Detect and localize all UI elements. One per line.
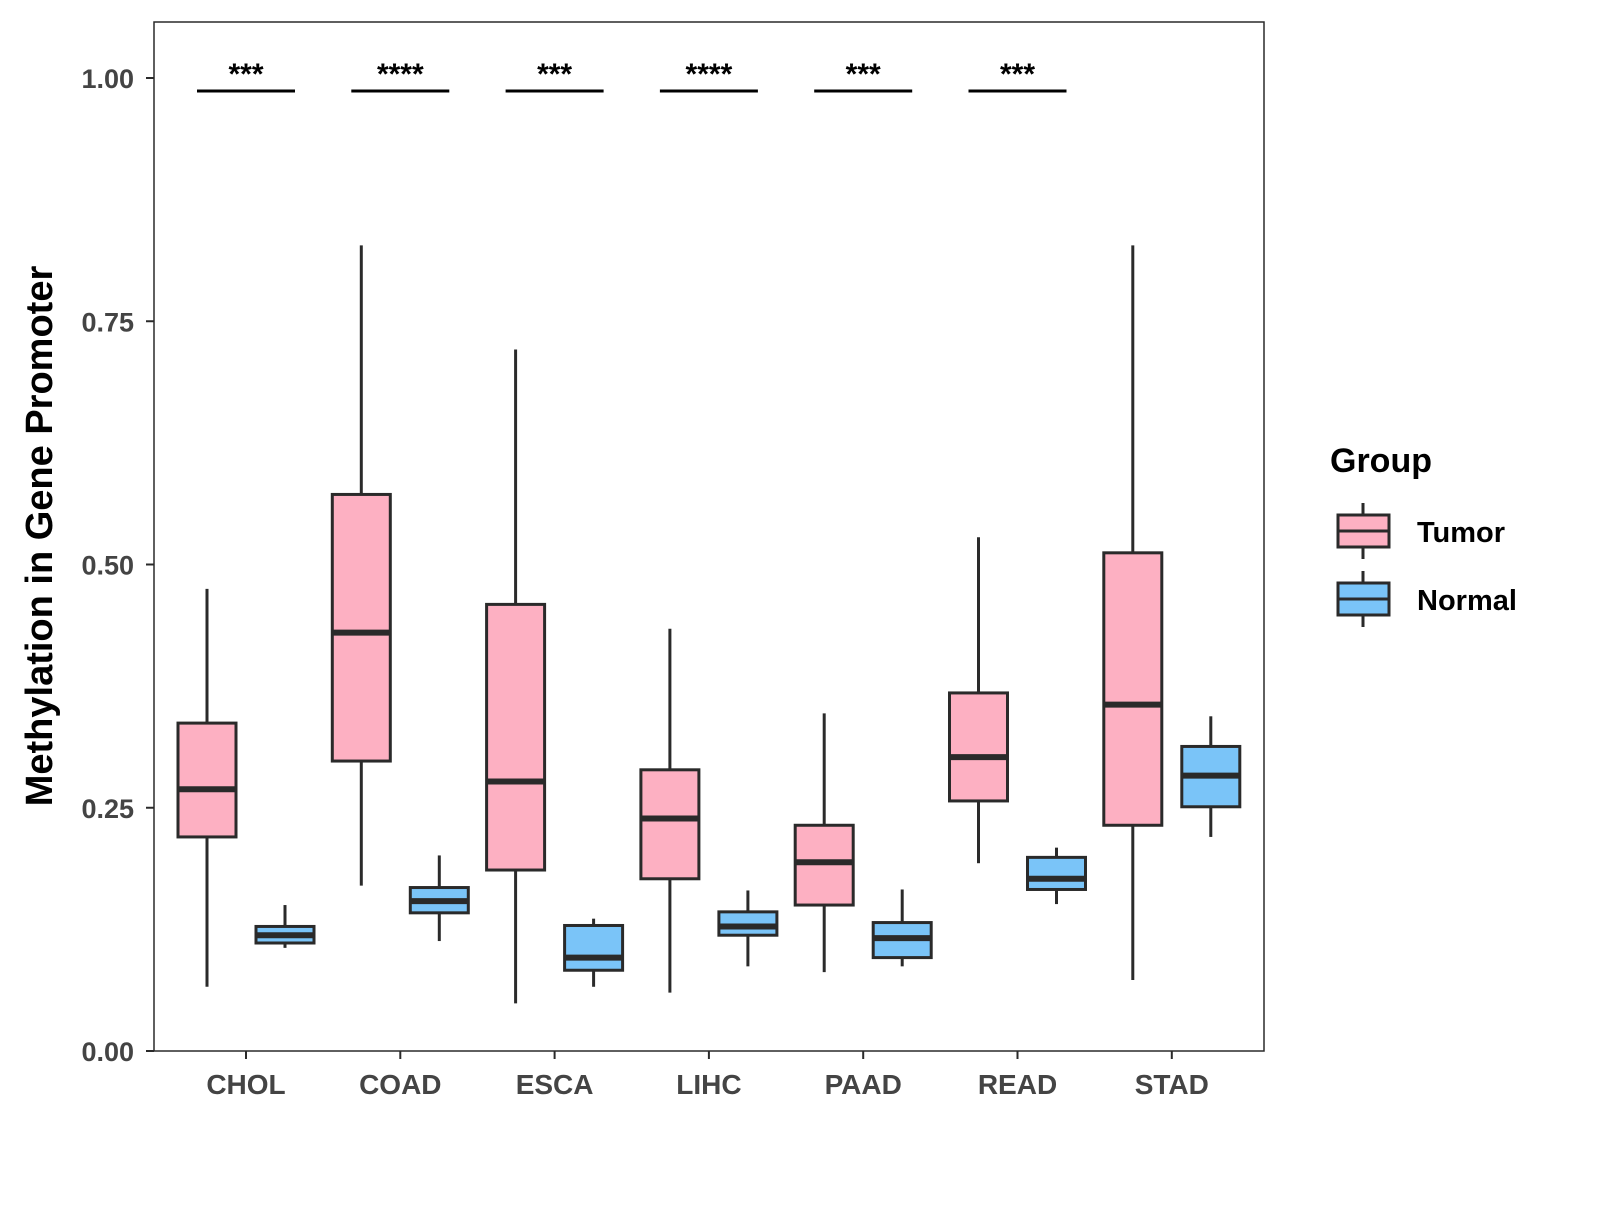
box-tumor-stad <box>1102 245 1164 980</box>
y-tick-label: 1.00 <box>81 64 134 94</box>
box-iqr <box>330 492 392 763</box>
x-tick-label: CHOL <box>206 1069 285 1100</box>
legend-entry-tumor: Tumor <box>1336 503 1505 559</box>
box-tumor-read <box>948 537 1009 864</box>
plot-panel <box>153 21 1265 1052</box>
x-tick-label: LIHC <box>676 1069 741 1100</box>
legend-label: Normal <box>1417 585 1517 617</box>
x-tick-label: ESCA <box>516 1069 594 1100</box>
significance-label: **** <box>686 58 733 91</box>
box-iqr <box>563 923 625 972</box>
y-axis-label: Methylation in Gene Promoter <box>19 266 61 807</box>
legend: Group Tumor Normal <box>1330 442 1517 627</box>
x-tick-label: READ <box>978 1069 1057 1100</box>
box-normal-paad <box>871 889 933 967</box>
box-normal-coad <box>408 855 470 942</box>
x-tick-label: PAAD <box>825 1069 902 1100</box>
box-iqr <box>1102 551 1164 827</box>
x-tick-label: STAD <box>1135 1069 1209 1100</box>
y-tick-label: 0.25 <box>81 794 134 824</box>
significance-label: *** <box>537 58 572 91</box>
box-tumor-chol <box>176 588 238 987</box>
box-iqr <box>639 768 701 881</box>
box-iqr <box>1026 855 1087 891</box>
legend-entry-normal: Normal <box>1336 571 1517 627</box>
box-normal-stad <box>1180 716 1242 837</box>
significance-label: **** <box>377 58 424 91</box>
box-tumor-paad <box>793 713 855 973</box>
box-normal-chol <box>254 905 316 948</box>
box-normal-read <box>1026 847 1087 905</box>
y-tick-label: 0.50 <box>81 551 134 581</box>
box-iqr <box>176 721 238 839</box>
box-tumor-esca <box>485 349 547 1004</box>
y-tick-label: 0.00 <box>81 1037 134 1067</box>
significance-label: *** <box>1000 58 1035 91</box>
x-tick-label: COAD <box>359 1069 441 1100</box>
box-normal-lihc <box>717 890 779 967</box>
legend-title: Group <box>1330 442 1432 480</box>
box-iqr <box>485 602 547 872</box>
y-tick-label: 0.75 <box>81 307 134 337</box>
box-tumor-coad <box>330 245 392 886</box>
box-normal-esca <box>563 918 625 987</box>
significance-label: *** <box>846 58 881 91</box>
significance-label: *** <box>228 58 263 91</box>
box-tumor-lihc <box>639 628 701 993</box>
box-iqr <box>948 691 1009 803</box>
legend-label: Tumor <box>1417 517 1505 549</box>
